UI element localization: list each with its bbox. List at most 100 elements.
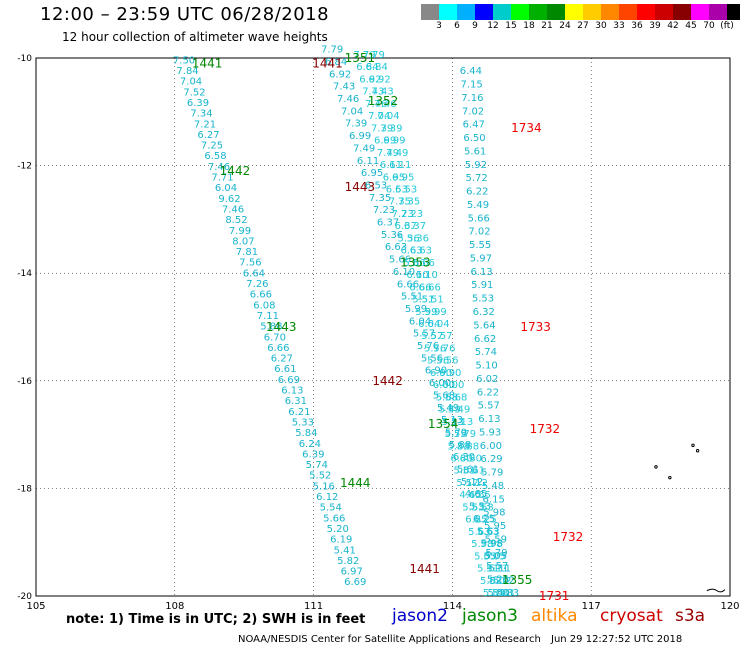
swh-value: 5.59 — [485, 534, 507, 545]
swh-value: 4.65 — [469, 490, 491, 501]
swh-value: 5.41 — [334, 545, 356, 556]
colorbar-label: 42 — [667, 21, 679, 31]
swh-value: 7.46 — [374, 99, 396, 110]
swh-value: 5.05 — [483, 551, 505, 562]
colorbar-label: 6 — [454, 21, 460, 31]
swh-value: 7.46 — [337, 94, 359, 105]
swh-value: 6.44 — [460, 66, 482, 77]
swh-value: 5.56 — [421, 353, 443, 364]
swh-value: 6.92 — [359, 74, 381, 85]
swh-value: 6.58 — [204, 151, 226, 162]
swh-value: 5.56 — [436, 356, 458, 367]
swh-value: 6.13 — [470, 267, 492, 278]
swh-value: 6.95 — [383, 172, 405, 183]
swh-value: 5.49 — [448, 405, 470, 416]
swh-value: 5.64 — [473, 320, 495, 331]
swh-value: 6.66 — [267, 343, 289, 354]
swh-value: 6.99 — [383, 136, 405, 147]
pass-time-label: 1351 — [345, 51, 376, 65]
pass-time-label: 1731 — [539, 589, 570, 603]
swh-value: 6.15 — [483, 494, 505, 505]
swh-value: 6.04 — [427, 319, 449, 330]
swh-value: 5.76 — [433, 343, 455, 354]
colorbar-label: 3 — [436, 21, 442, 31]
colorbar-label: 15 — [505, 21, 517, 31]
swh-value: 6.24 — [299, 439, 321, 450]
swh-value: 6.63 — [410, 246, 432, 257]
pass-time-label: 1441 — [192, 56, 223, 70]
swh-value: 5.76 — [417, 341, 439, 352]
x-tick-label: 120 — [720, 601, 739, 612]
swh-value: 5.51 — [401, 292, 423, 303]
x-tick-label: 117 — [582, 601, 601, 612]
swh-value: 5.61 — [463, 466, 485, 477]
swh-value: 6.84 — [325, 57, 347, 68]
swh-value: 4.65 — [465, 489, 487, 500]
swh-value: 5.74 — [306, 460, 328, 471]
swh-value: 5.66 — [323, 513, 345, 524]
swh-value: 7.52 — [183, 87, 205, 98]
swh-value: 7.23 — [373, 205, 395, 216]
swh-value: 5.05 — [485, 551, 507, 562]
colorbar-cell — [601, 4, 619, 20]
colorbar-cell — [565, 4, 583, 20]
swh-value: 6.95 — [392, 172, 414, 183]
swh-value: 5.97 — [470, 253, 492, 264]
swh-value: 5.83 — [497, 588, 519, 599]
swh-value: 5.79 — [481, 468, 503, 479]
swh-value: 7.25 — [201, 141, 223, 152]
swh-value: 7.49 — [353, 143, 375, 154]
swh-value: 7.39 — [380, 123, 402, 134]
swh-value: 5.66 — [403, 258, 425, 269]
pass-time-label: 1443 — [345, 180, 376, 194]
swh-value: 7.35 — [398, 197, 420, 208]
swh-value: 7.02 — [462, 106, 484, 117]
swh-value: 7.49 — [386, 148, 408, 159]
swh-value: 5.57 — [478, 401, 500, 412]
swh-value: 7.35 — [389, 197, 411, 208]
swh-value: 5.56 — [427, 356, 449, 367]
colorbar-labels: 3 6 9 12 15 18 21 24 27 30 33 36 39 42 45 70 (ft) — [421, 21, 740, 35]
swh-value: 5.10 — [475, 361, 497, 372]
swh-value: 7.79 — [321, 45, 343, 56]
colorbar-cell — [511, 4, 529, 20]
swh-value: 6.92 — [329, 69, 351, 80]
swh-value: 5.57 — [430, 331, 452, 342]
colorbar-label: 21 — [541, 21, 553, 31]
swh-value: 6.99 — [374, 136, 396, 147]
swh-value: 6.11 — [380, 160, 402, 171]
swh-value: 6.69 — [344, 577, 366, 588]
swh-value: 6.08 — [253, 300, 275, 311]
island-outline — [691, 443, 695, 448]
colorbar-cell — [673, 4, 691, 20]
swh-value: 5.20 — [327, 524, 349, 535]
swh-value: 5.99 — [405, 304, 427, 315]
map-title: 12:00 – 23:59 UTC 06/28/2018 — [40, 4, 330, 25]
swh-value: 9.62 — [218, 194, 240, 205]
swh-value: 6.39 — [302, 449, 324, 460]
pass-time-label: 1355 — [502, 573, 533, 587]
swh-value: 5.68 — [436, 392, 458, 403]
swh-value: 6.37 — [377, 218, 399, 229]
swh-value: 5.66 — [389, 255, 411, 266]
swh-value: 5.74 — [475, 347, 497, 358]
swh-value: 6.69 — [278, 375, 300, 386]
swh-value: 5.98 — [483, 508, 505, 519]
pass-time-label: 1354 — [428, 417, 459, 431]
note-text: note: 1) Time is in UTC; 2) SWH is in fe… — [66, 612, 366, 627]
colorbar-label: 9 — [472, 21, 478, 31]
pass-time-label: 1442 — [372, 374, 403, 388]
swh-value: 8.52 — [225, 215, 247, 226]
colorbar-label: 18 — [523, 21, 535, 31]
swh-value: 6.00 — [433, 380, 455, 391]
x-tick-label: 114 — [443, 601, 462, 612]
pass-time-label: 1732 — [530, 422, 561, 436]
swh-value: 6.63 — [385, 242, 407, 253]
colorbar-cell — [691, 4, 709, 20]
swh-value: 7.43 — [333, 82, 355, 93]
legend-jason2: jason2 — [392, 606, 448, 626]
swh-value: 5.54 — [320, 503, 342, 514]
swh-value: 5.61 — [453, 466, 475, 477]
swh-value: 6.27 — [271, 354, 293, 365]
